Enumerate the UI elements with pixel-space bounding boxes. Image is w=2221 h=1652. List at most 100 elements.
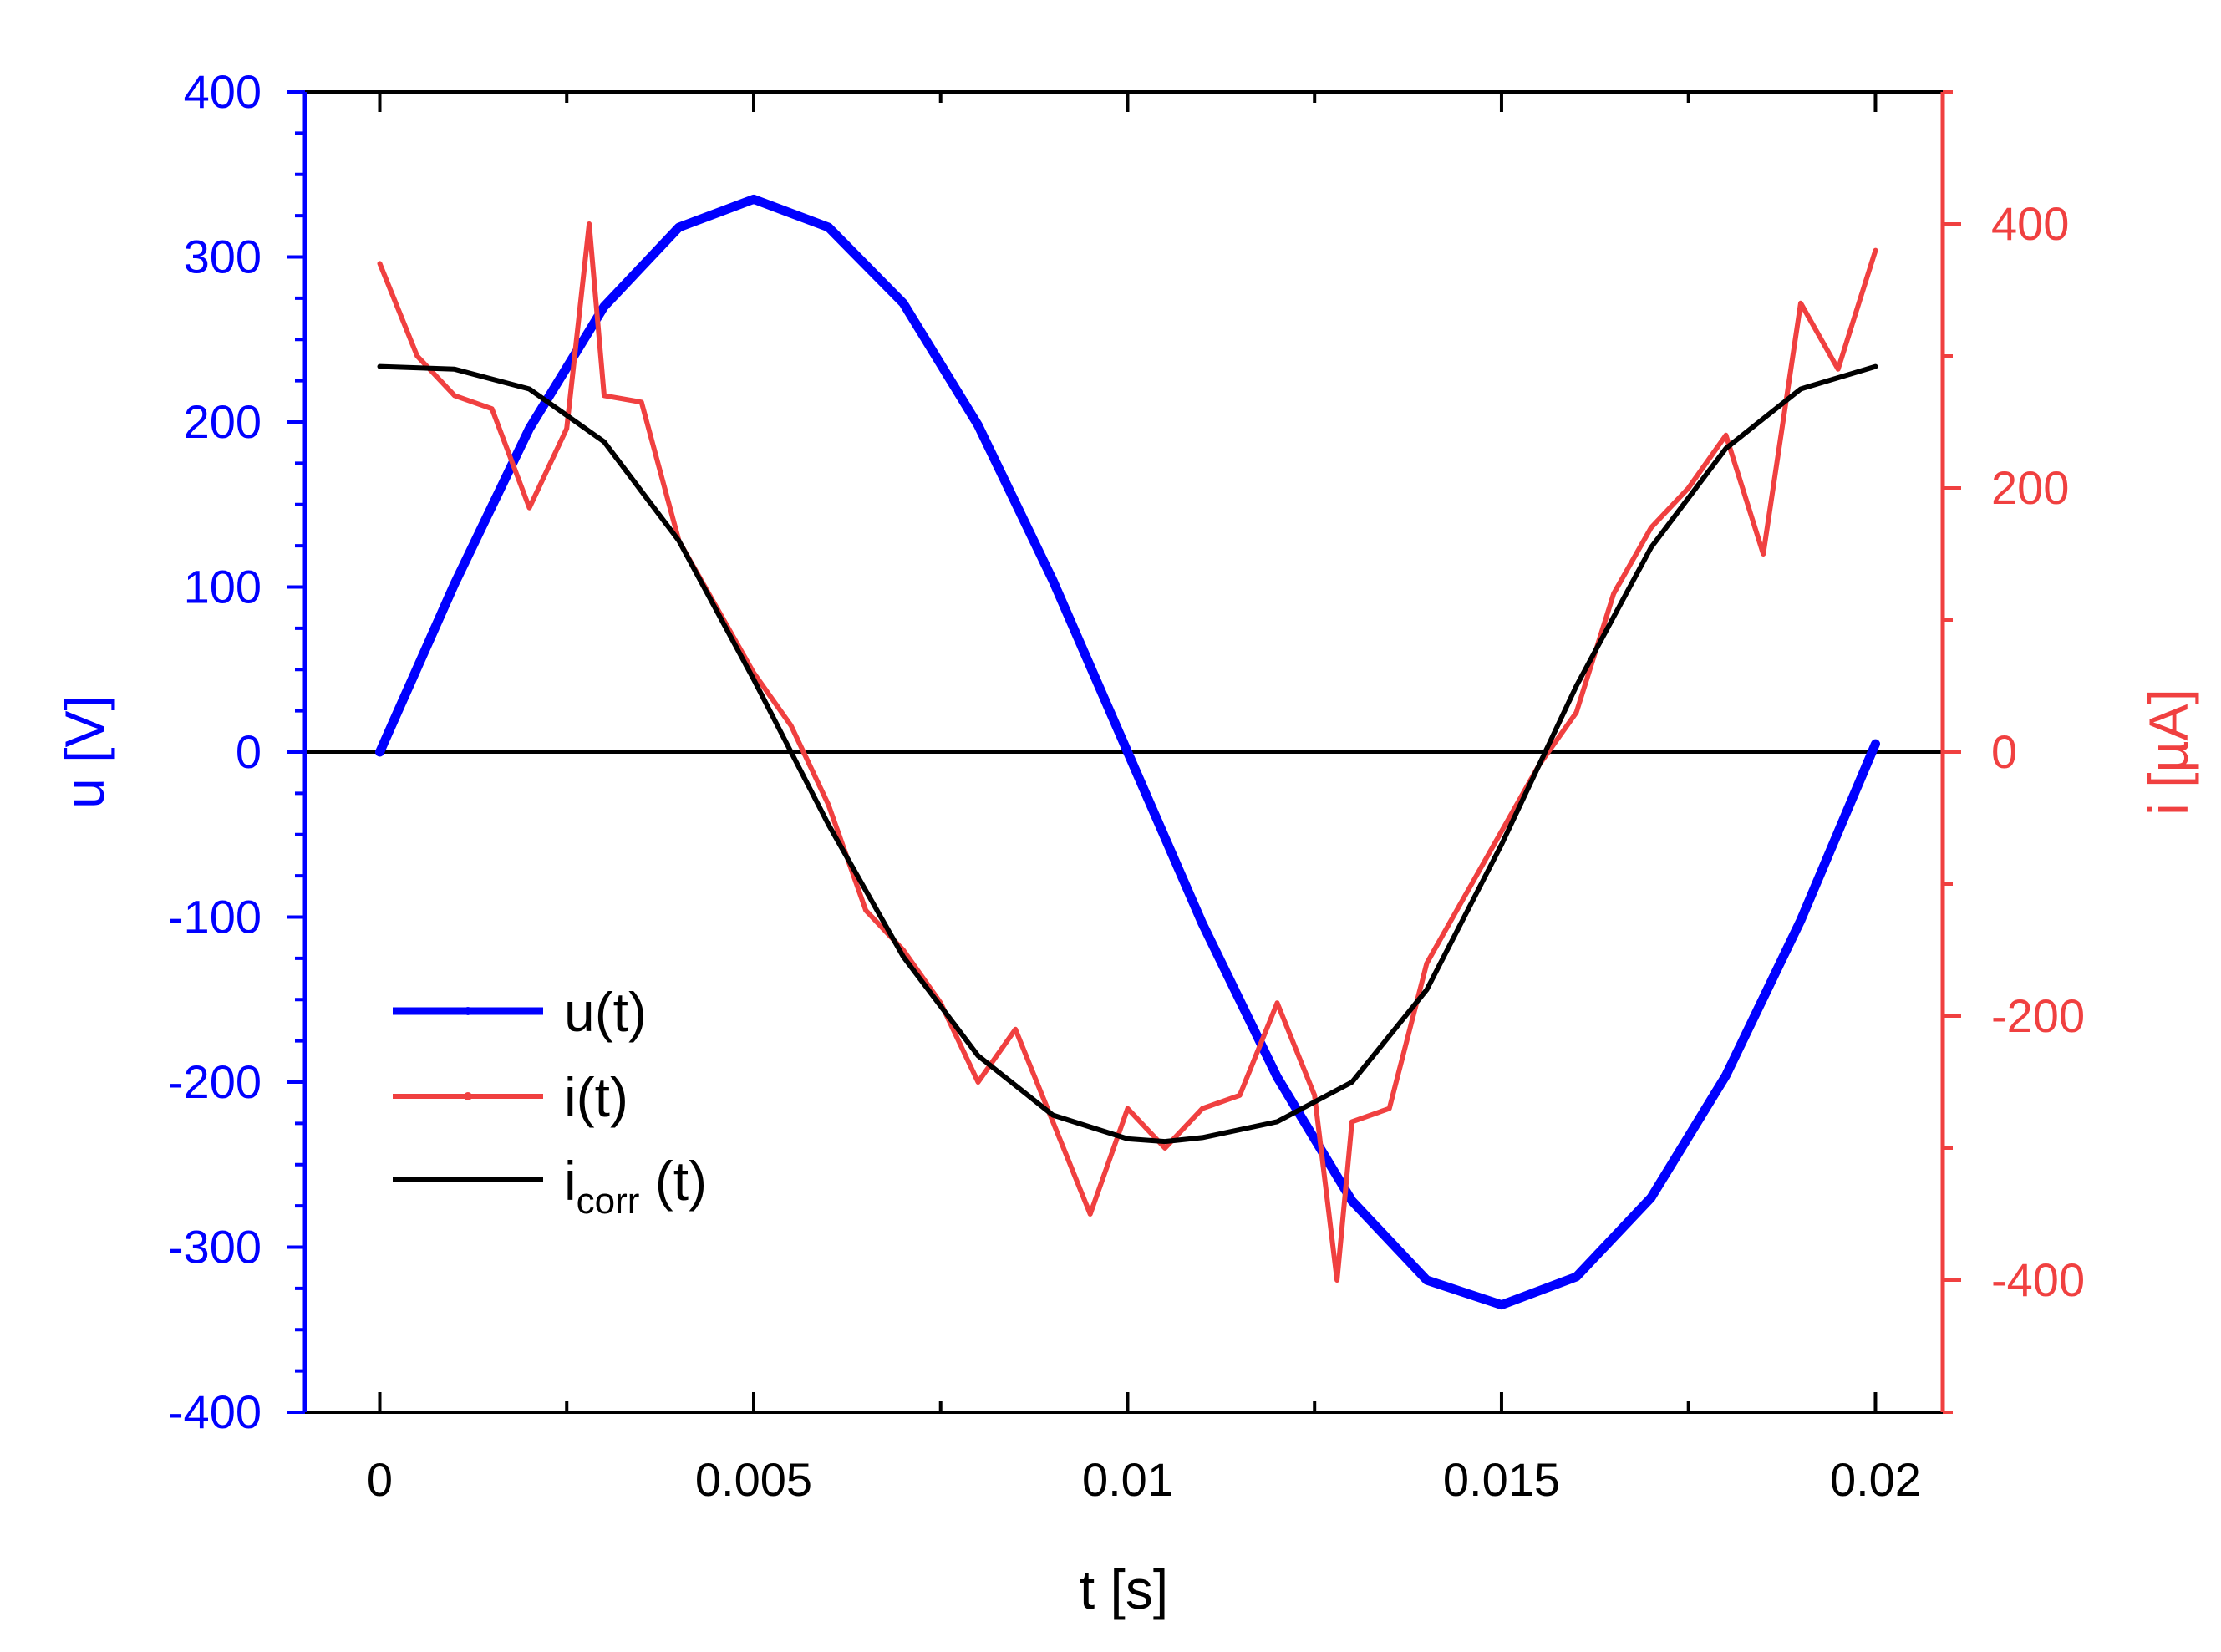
data-point-0-11 [1202,923,1203,925]
data-point-1-40 [1800,302,1802,304]
data-point-2-5 [753,679,755,680]
data-point-0-10 [1126,751,1129,753]
data-point-0-8 [977,424,979,426]
data-point-2-0 [379,365,381,368]
data-point-1-11 [753,672,755,674]
data-point-2-9 [1052,1114,1054,1116]
data-point-1-31 [1463,897,1465,898]
data-point-2-4 [678,540,680,541]
y-right-tick-label: -200 [1991,989,2085,1042]
legend: u(t) i(t) icorr (t) [393,981,707,1222]
data-point-0-17 [1650,1197,1652,1199]
data-point-0-2 [528,428,531,430]
y-right-tick-label: 400 [1991,197,2069,250]
y-right-tick-label: -400 [1991,1253,2085,1306]
data-point-1-26 [1314,1095,1315,1096]
data-point-1-36 [1650,526,1652,529]
data-point-1-8 [640,401,643,404]
data-point-2-12 [1202,1136,1203,1139]
x-tick-label: 0.005 [695,1453,812,1506]
data-point-0-20 [1874,743,1877,745]
x-axis-title: t [s] [1080,1558,1168,1620]
data-point-2-15 [1426,989,1428,991]
data-point-1-6 [588,223,590,225]
data-point-0-3 [603,306,605,308]
legend-label-2: icorr (t) [564,1150,707,1222]
data-point-2-18 [1650,546,1652,548]
data-point-1-12 [790,724,792,727]
data-point-0-18 [1725,1075,1727,1076]
data-point-0-9 [1052,579,1054,582]
x-tick-label: 0.02 [1830,1453,1921,1506]
data-point-2-21 [1874,365,1877,368]
data-point-0-4 [678,226,680,228]
data-point-1-24 [1238,1095,1241,1096]
data-point-1-0 [379,262,381,265]
data-point-0-12 [1276,1076,1278,1078]
data-point-1-1 [416,355,419,357]
data-point-1-3 [490,408,493,410]
data-point-0-7 [902,302,904,304]
legend-label-1: i(t) [564,1066,628,1128]
y-left-tick-label: 300 [184,231,262,283]
data-point-1-15 [902,949,904,951]
data-point-0-5 [753,198,755,201]
data-point-2-20 [1800,388,1802,390]
series-line-2 [377,363,1878,1145]
data-point-0-14 [1426,1279,1428,1281]
data-point-1-35 [1613,592,1614,595]
data-point-1-20 [1089,1213,1091,1215]
y-left-tick-label: -400 [168,1385,262,1438]
data-point-1-21 [1126,1107,1129,1110]
data-point-2-11 [1164,1141,1166,1142]
data-point-1-34 [1575,711,1578,714]
data-point-1-29 [1388,1107,1390,1110]
data-point-2-17 [1575,685,1578,687]
data-point-2-7 [902,956,904,958]
data-point-2-13 [1276,1121,1278,1123]
legend-marker-1 [464,1092,472,1100]
data-point-1-19 [1052,1121,1054,1123]
data-point-1-27 [1336,1279,1338,1281]
y-right-tick-label: 200 [1991,461,2069,514]
y-left-tick-label: 200 [184,395,262,448]
data-point-1-2 [454,394,455,397]
data-point-0-15 [1501,1304,1502,1306]
y-axis-title-left: u [V] [53,695,115,809]
data-point-1-23 [1202,1107,1203,1110]
data-point-2-2 [528,388,531,390]
data-point-0-13 [1351,1200,1353,1202]
data-point-1-32 [1501,831,1502,832]
y-left-tick-label: 400 [184,65,262,118]
data-point-1-7 [603,394,605,397]
data-point-0-0 [379,751,381,753]
data-point-1-37 [1687,487,1690,489]
y-left-tick-label: 0 [236,725,262,778]
plot-area [305,194,1943,1310]
data-point-2-3 [603,440,605,443]
data-point-1-41 [1837,369,1839,370]
x-tick-label: 0 [367,1453,393,1506]
data-point-2-8 [977,1055,979,1057]
y-left-tick-label: -300 [168,1221,262,1273]
y-right-tick-label: 0 [1991,725,2017,778]
data-point-1-13 [827,804,830,806]
x-tick-label: 0.01 [1082,1453,1173,1506]
data-point-2-16 [1501,843,1502,846]
data-point-2-6 [827,824,830,826]
data-point-1-39 [1762,553,1764,555]
data-point-2-10 [1126,1138,1129,1140]
data-point-1-25 [1276,1002,1278,1004]
data-point-1-22 [1164,1147,1166,1149]
legend-marker-0 [464,1007,472,1015]
y-left-tick-label: 100 [184,561,262,613]
data-point-1-17 [977,1081,979,1083]
y-left-tick-label: -100 [168,891,262,943]
data-point-1-4 [528,506,531,509]
data-point-0-6 [827,226,830,228]
data-point-0-16 [1575,1276,1578,1278]
y-left-tick-label: -200 [168,1055,262,1108]
tick-labels: 0 0.005 0.01 0.015 0.02 400 300 200 100 0 -100 -200… [53,65,2199,1620]
data-point-1-14 [865,909,867,912]
x-tick-label: 0.015 [1443,1453,1560,1506]
